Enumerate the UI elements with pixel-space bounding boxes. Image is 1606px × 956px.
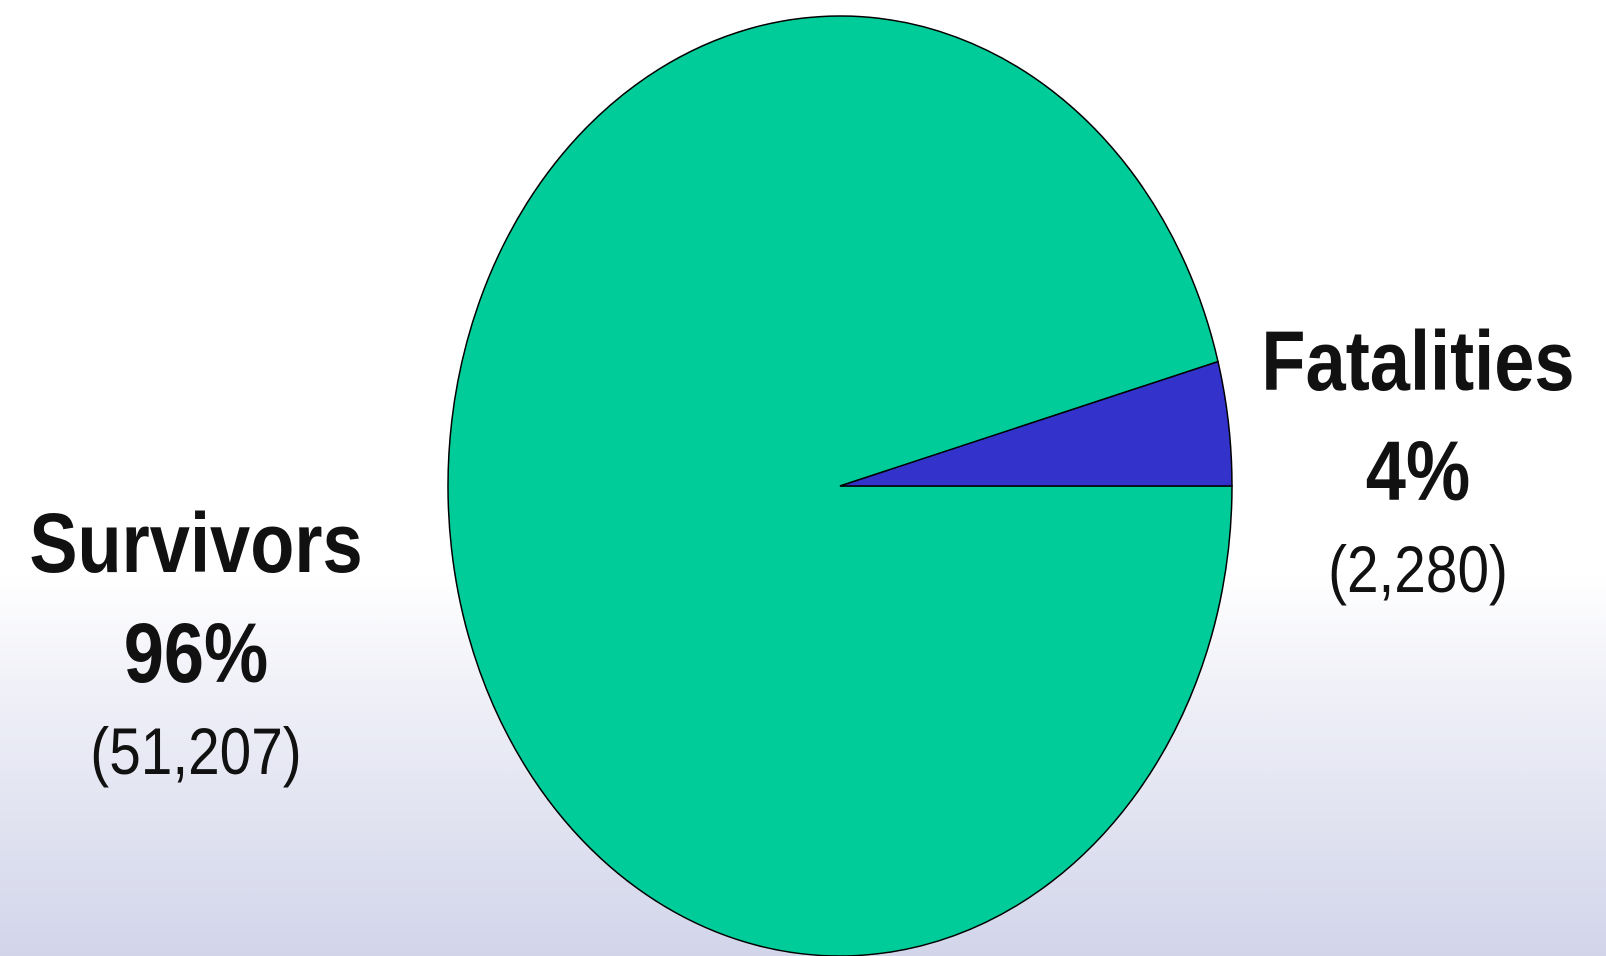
fatalities-label: Fatalities 4% (2,280) (1236, 306, 1600, 612)
survivors-name: Survivors (29, 496, 363, 590)
survivors-count: (51,207) (90, 714, 302, 788)
survivors-percent: 96% (123, 606, 269, 700)
survivors-label: Survivors 96% (51,207) (2, 488, 390, 794)
fatalities-percent: 4% (1365, 424, 1471, 518)
fatalities-count: (2,280) (1328, 532, 1508, 606)
fatalities-name: Fatalities (1261, 314, 1575, 408)
fatalities-slice (839, 360, 1233, 487)
